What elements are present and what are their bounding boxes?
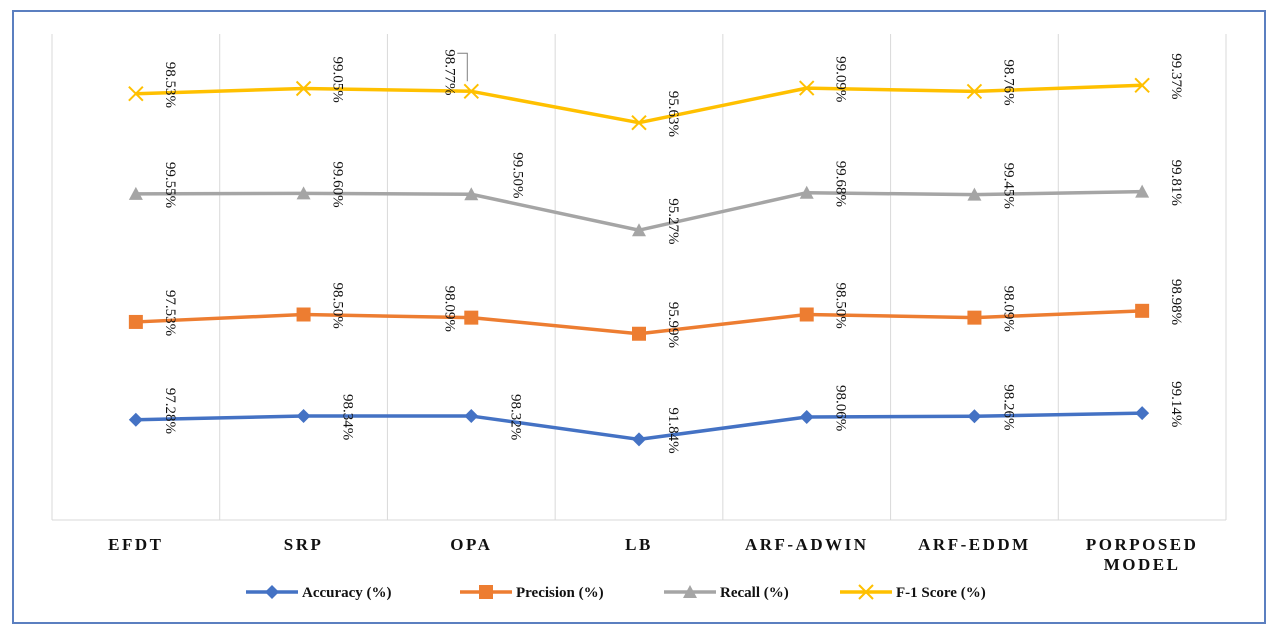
series-markers [128, 77, 1150, 447]
data-label: 99.45% [1000, 163, 1016, 209]
x-marker-stroke [463, 83, 479, 100]
category-label: ARF-ADWIN [745, 535, 869, 554]
legend-label: Recall (%) [720, 585, 789, 601]
x-marker [295, 80, 312, 97]
gridlines [51, 34, 1227, 521]
triangle-marker [464, 187, 479, 201]
triangle-marker [296, 186, 311, 200]
diamond-marker [632, 432, 646, 447]
data-label: 98.98% [1168, 279, 1184, 325]
square-marker [128, 314, 143, 329]
diamond-marker [967, 409, 982, 424]
legend-label: Precision (%) [516, 585, 604, 601]
diamond-marker [464, 409, 479, 424]
chart-frame: 97.28% 98.34% 98.32% 91.84% 98.06% 98.26% 99.1… [12, 10, 1266, 624]
data-label: 99.68% [833, 161, 849, 207]
data-label: 99.14% [1168, 381, 1184, 427]
square-marker [296, 307, 311, 322]
x-marker [799, 80, 815, 96]
data-label: 99.60% [330, 161, 346, 207]
legend: Accuracy (%) Precision (%) Recall (%) F-1 S… [246, 584, 986, 601]
diamond-marker [265, 585, 279, 599]
x-marker-stroke [128, 85, 144, 102]
triangle-marker [799, 185, 814, 199]
diamond-marker [128, 412, 143, 427]
square-marker [479, 585, 493, 599]
data-label: 95.27% [665, 198, 681, 244]
data-label: 99.81% [1168, 160, 1184, 206]
data-label: 98.09% [441, 286, 457, 332]
square-marker [967, 310, 982, 325]
data-label: 98.50% [330, 283, 346, 329]
x-marker-stroke [1134, 77, 1150, 94]
data-label: 98.34% [340, 394, 356, 440]
series-line [135, 83, 1143, 125]
category-axis: EFDT SRP OPA LB ARF-ADWIN ARF-EDDM PORPOSEDMOD… [108, 535, 1199, 574]
data-label: 91.84% [665, 407, 681, 453]
x-marker-stroke [966, 83, 983, 100]
diamond-marker [296, 408, 311, 423]
data-label: 98.26% [1000, 384, 1016, 430]
legend-label: Accuracy (%) [302, 585, 392, 601]
triangle-marker [1135, 184, 1150, 198]
x-marker [463, 83, 479, 100]
category-label: OPA [450, 535, 492, 554]
data-label: 98.77% [441, 49, 457, 95]
data-labels: 97.28% 98.34% 98.32% 91.84% 98.06% 98.26% 99.1… [162, 49, 1184, 453]
x-marker-stroke [858, 584, 874, 600]
legend-label: F-1 Score (%) [896, 585, 986, 601]
triangle-marker [683, 585, 697, 598]
series-lines [135, 83, 1143, 442]
x-marker [631, 114, 647, 131]
data-label: 99.37% [1168, 53, 1184, 99]
x-marker-stroke [799, 80, 815, 96]
square-marker [1135, 303, 1150, 318]
category-label: PORPOSED [1086, 535, 1199, 554]
data-label: 97.53% [162, 290, 178, 336]
square-marker [799, 307, 814, 322]
category-label: EFDT [108, 535, 163, 554]
category-label: MODEL [1104, 555, 1181, 574]
x-marker [1134, 77, 1150, 94]
data-label: 97.28% [162, 388, 178, 434]
data-label: 99.09% [833, 56, 849, 102]
data-label: 95.63% [665, 91, 681, 137]
x-marker-stroke [295, 80, 312, 97]
data-label: 98.53% [162, 62, 178, 108]
data-label: 98.06% [833, 385, 849, 431]
data-label: 99.50% [509, 152, 525, 198]
data-label: 98.76% [1000, 59, 1016, 105]
diamond-marker [1135, 406, 1150, 421]
x-marker [858, 584, 874, 600]
data-label: 98.32% [507, 394, 523, 440]
x-marker [966, 83, 983, 100]
diamond-marker [799, 409, 814, 424]
category-label: ARF-EDDM [918, 535, 1031, 554]
triangle-marker [967, 187, 982, 201]
data-label: 95.99% [665, 302, 681, 348]
x-marker-stroke [631, 114, 647, 131]
triangle-marker [632, 223, 646, 237]
data-label: 99.55% [162, 162, 178, 208]
square-marker [632, 326, 646, 341]
leader-line [457, 52, 468, 82]
triangle-marker [128, 186, 143, 200]
square-marker [464, 310, 479, 325]
data-label: 98.50% [833, 283, 849, 329]
category-label: LB [625, 535, 653, 554]
x-marker [128, 85, 144, 102]
data-label: 98.09% [1000, 286, 1016, 332]
category-label: SRP [284, 535, 324, 554]
line-chart: 97.28% 98.34% 98.32% 91.84% 98.06% 98.26% 99.1… [51, 34, 1227, 601]
data-label: 99.05% [330, 57, 346, 103]
